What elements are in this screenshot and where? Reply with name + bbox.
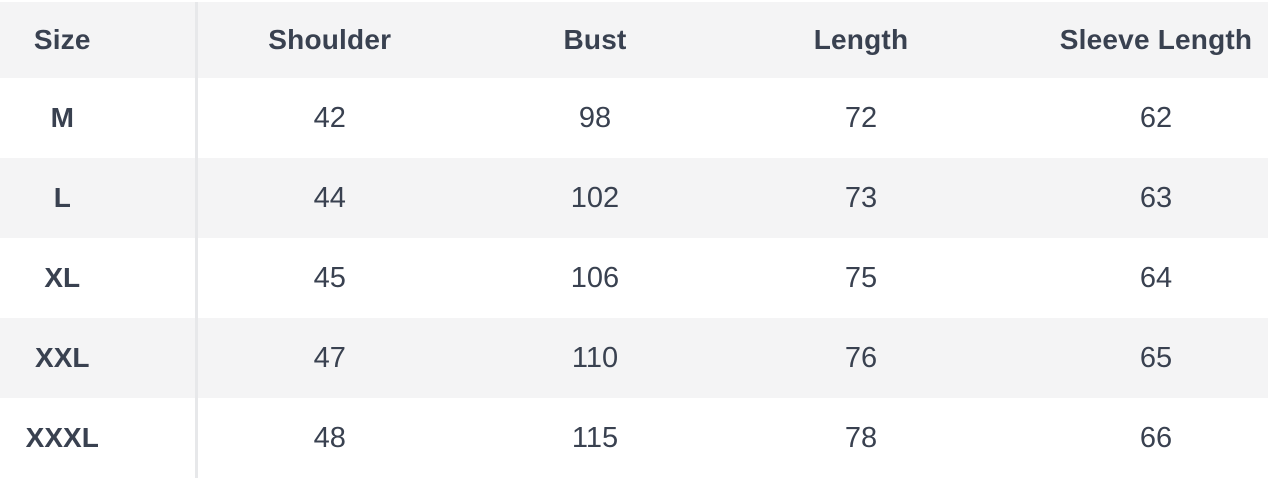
table-row-xl: XL 45 106 75 64 (0, 238, 1268, 318)
value-cell-sleeve-length: 66 (1139, 421, 1173, 454)
table-row-xxxl: XXXL 48 115 78 66 (0, 398, 1268, 478)
size-chart-table: Size Shoulder Bust Length Sleeve Length … (0, 2, 1268, 478)
value-cell-bust: 106 (570, 261, 620, 294)
size-cell: XXXL (0, 398, 198, 478)
value-cell-sleeve-length: 64 (1139, 261, 1173, 294)
value-cell-length: 76 (844, 341, 878, 374)
value-cell-length: 72 (844, 101, 878, 134)
value-cell-shoulder: 42 (313, 101, 346, 134)
column-header-bust: Bust (563, 24, 627, 55)
column-header-sleeve-length: Sleeve Length (1059, 24, 1253, 55)
value-cell-sleeve-length: 65 (1139, 341, 1173, 374)
column-header-length: Length (813, 24, 909, 55)
value-cell-bust: 98 (578, 101, 612, 134)
value-cell-shoulder: 45 (313, 261, 346, 294)
size-cell: L (0, 158, 198, 238)
value-cell-sleeve-length: 62 (1139, 101, 1173, 134)
value-cell-bust: 110 (571, 341, 619, 374)
value-cell-shoulder: 47 (313, 341, 346, 374)
size-cell: M (0, 78, 198, 158)
table-row-l: L 44 102 73 63 (0, 158, 1268, 238)
value-cell-length: 75 (844, 261, 878, 294)
value-cell-bust: 115 (571, 421, 619, 454)
value-cell-bust: 102 (570, 181, 620, 214)
header-row: Size Shoulder Bust Length Sleeve Length (0, 2, 1268, 78)
size-cell: XL (0, 238, 198, 318)
table-row-m: M 42 98 72 62 (0, 78, 1268, 158)
value-cell-shoulder: 44 (313, 181, 346, 214)
value-cell-sleeve-length: 63 (1139, 181, 1173, 214)
value-cell-shoulder: 48 (313, 421, 346, 454)
column-header-size: Size (0, 2, 198, 78)
value-cell-length: 78 (844, 421, 878, 454)
column-header-shoulder: Shoulder (268, 24, 392, 55)
size-cell: XXL (0, 318, 198, 398)
table-row-xxl: XXL 47 110 76 65 (0, 318, 1268, 398)
value-cell-length: 73 (844, 181, 878, 214)
